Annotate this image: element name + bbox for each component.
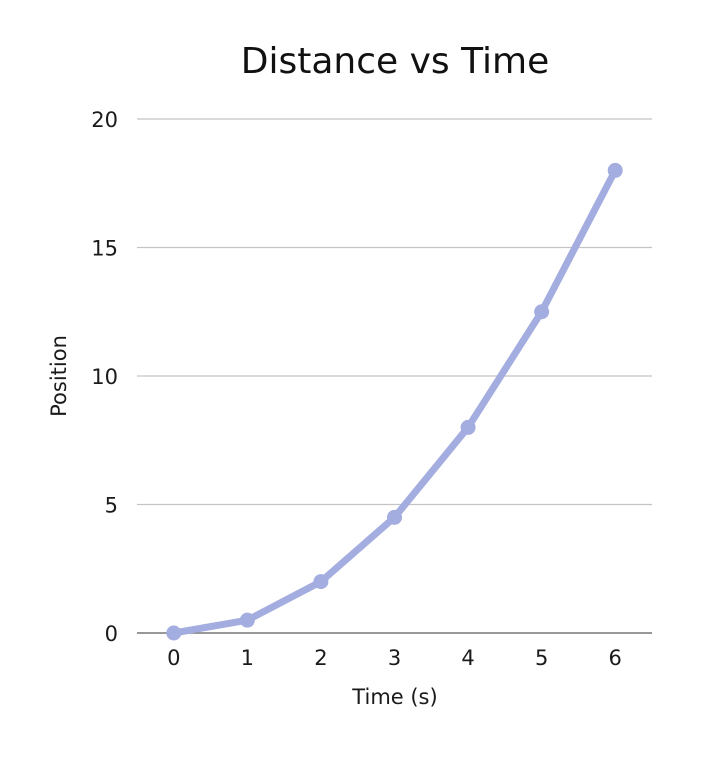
y-tick-label: 0 (105, 622, 118, 646)
x-tick-label: 1 (241, 646, 254, 670)
y-tick-label: 10 (91, 365, 118, 389)
x-tick-label: 4 (461, 646, 474, 670)
y-tick-label: 15 (91, 237, 118, 261)
chart-title: Distance vs Time (241, 41, 549, 82)
x-tick-label: 6 (609, 646, 622, 670)
data-point (166, 625, 182, 641)
y-axis-label: Position (47, 335, 71, 417)
data-point (460, 419, 476, 435)
x-axis-label: Time (s) (351, 685, 437, 709)
y-tick-label: 20 (91, 108, 118, 132)
series-layer (166, 162, 623, 641)
x-tick-label: 2 (314, 646, 327, 670)
gridlines (137, 118, 652, 634)
series-line (170, 166, 619, 637)
data-point (387, 509, 402, 525)
y-axis-ticks: 0 5 10 15 20 (91, 108, 118, 646)
data-point (239, 612, 255, 628)
x-tick-label: 3 (388, 646, 401, 670)
data-point (534, 304, 550, 320)
data-point (313, 574, 329, 590)
data-point (607, 162, 623, 178)
x-axis-ticks: 0 1 2 3 4 5 6 (167, 646, 622, 670)
y-tick-label: 5 (105, 494, 118, 518)
x-tick-label: 5 (535, 646, 548, 670)
x-tick-label: 0 (167, 646, 180, 670)
